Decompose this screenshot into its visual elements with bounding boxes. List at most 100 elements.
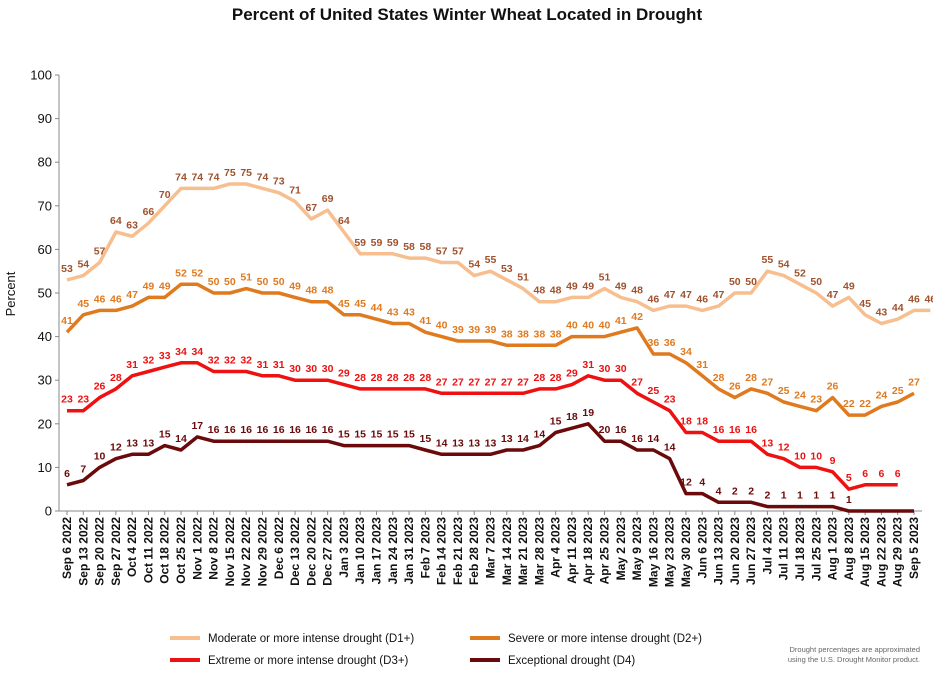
x-tick-label: Aug 8 2023 <box>842 517 856 581</box>
data-label: 30 <box>305 363 317 375</box>
data-label: 13 <box>143 437 155 449</box>
data-label: 74 <box>175 171 187 183</box>
data-label: 7 <box>80 463 86 475</box>
data-label: 57 <box>94 245 106 257</box>
data-label: 13 <box>762 437 774 449</box>
x-tick-label: Jan 10 2023 <box>353 517 367 585</box>
y-tick-label: 70 <box>38 198 52 213</box>
x-tick-label: Jun 6 2023 <box>695 517 709 579</box>
data-label: 28 <box>387 372 399 384</box>
data-label: 16 <box>631 433 643 445</box>
x-tick-label: Apr 4 2023 <box>549 517 563 578</box>
data-label: 32 <box>224 354 236 366</box>
data-label: 48 <box>305 285 317 297</box>
data-label: 75 <box>224 167 236 179</box>
data-label: 31 <box>273 359 285 371</box>
data-label: 43 <box>403 307 415 319</box>
data-label: 59 <box>354 237 366 249</box>
data-label: 38 <box>501 328 513 340</box>
data-label: 15 <box>550 416 562 428</box>
data-label: 64 <box>110 215 122 227</box>
data-label: 48 <box>631 285 643 297</box>
data-label: 59 <box>387 237 399 249</box>
x-tick-label: Jan 17 2023 <box>369 517 383 585</box>
data-label: 47 <box>664 289 676 301</box>
x-tick-label: Apr 11 2023 <box>565 517 579 584</box>
data-label: 18 <box>566 411 578 423</box>
data-label: 27 <box>485 376 497 388</box>
x-tick-label: Sep 6 2022 <box>60 517 74 579</box>
data-label: 15 <box>159 429 171 441</box>
data-label: 1 <box>830 490 836 502</box>
data-label: 14 <box>517 433 529 445</box>
chart-title: Percent of United States Winter Wheat Lo… <box>232 5 703 24</box>
data-label: 6 <box>862 468 868 480</box>
x-tick-label: Nov 8 2022 <box>207 517 221 580</box>
data-label: 51 <box>599 272 611 284</box>
y-tick-label: 90 <box>38 111 52 126</box>
data-label: 17 <box>191 420 203 432</box>
data-label: 74 <box>191 171 203 183</box>
data-label: 75 <box>240 167 252 179</box>
data-label: 53 <box>501 263 513 275</box>
data-label: 46 <box>924 293 933 305</box>
x-tick-label: Jun 20 2023 <box>728 517 742 585</box>
x-tick-label: Aug 29 2023 <box>891 517 905 587</box>
data-label: 32 <box>208 354 220 366</box>
x-tick-label: Aug 15 2023 <box>858 517 872 587</box>
data-label: 47 <box>126 289 138 301</box>
y-tick-label: 20 <box>38 416 52 431</box>
data-label: 38 <box>550 328 562 340</box>
data-label: 14 <box>664 442 676 454</box>
data-label: 6 <box>64 468 70 480</box>
data-label: 48 <box>322 285 334 297</box>
data-label: 20 <box>599 424 611 436</box>
data-label: 69 <box>322 193 334 205</box>
data-label: 39 <box>452 324 464 336</box>
data-label: 22 <box>859 398 871 410</box>
data-label: 57 <box>436 245 448 257</box>
data-label: 30 <box>289 363 301 375</box>
data-label: 67 <box>305 202 317 214</box>
data-label: 16 <box>745 424 757 436</box>
x-tick-label: Feb 14 2023 <box>435 517 449 585</box>
x-tick-label: Sep 20 2022 <box>93 517 107 586</box>
data-label: 30 <box>322 363 334 375</box>
data-label: 31 <box>126 359 138 371</box>
data-label: 46 <box>648 293 660 305</box>
data-label: 43 <box>387 307 399 319</box>
y-tick-label: 60 <box>38 242 52 257</box>
data-label: 32 <box>240 354 252 366</box>
legend-label-1: Moderate or more intense drought (D1+) <box>208 633 414 645</box>
data-label: 27 <box>631 376 643 388</box>
data-label: 34 <box>680 346 692 358</box>
data-label: 49 <box>143 280 155 292</box>
data-label: 13 <box>126 437 138 449</box>
data-label: 42 <box>631 311 643 323</box>
data-label: 14 <box>534 429 546 441</box>
data-label: 16 <box>305 424 317 436</box>
x-tick-label: Mar 14 2023 <box>500 517 514 585</box>
x-tick-label: Sep 13 2022 <box>76 517 90 586</box>
data-label: 54 <box>77 259 89 271</box>
data-label: 22 <box>843 398 855 410</box>
y-tick-label: 40 <box>38 329 52 344</box>
y-tick-label: 30 <box>38 373 52 388</box>
data-label: 25 <box>892 385 904 397</box>
data-label: 58 <box>420 241 432 253</box>
y-tick-label: 50 <box>38 286 52 301</box>
data-label: 32 <box>143 354 155 366</box>
x-tick-label: Jan 3 2023 <box>337 517 351 578</box>
data-label: 66 <box>143 206 155 218</box>
series-line-4 <box>66 422 914 513</box>
x-tick-label: Jul 4 2023 <box>760 517 774 575</box>
data-label: 49 <box>843 280 855 292</box>
data-label: 46 <box>908 293 920 305</box>
data-label: 55 <box>485 254 497 266</box>
data-label: 49 <box>615 280 627 292</box>
legend-label-3: Extreme or more intense drought (D3+) <box>208 655 409 667</box>
data-label: 50 <box>208 276 220 288</box>
data-label: 6 <box>895 468 901 480</box>
data-label: 73 <box>273 176 285 188</box>
data-label: 26 <box>94 381 106 393</box>
